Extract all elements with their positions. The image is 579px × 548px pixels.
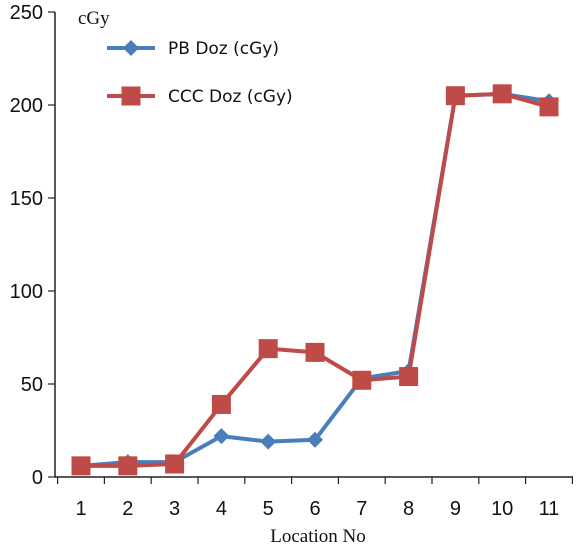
y-tick-label: 100 — [10, 281, 43, 303]
x-tick-label: 9 — [450, 498, 461, 520]
x-tick-label: 6 — [309, 498, 320, 520]
legend: PB Doz (cGy) CCC Doz (cGy) — [107, 39, 293, 107]
y-tick-label: 200 — [10, 95, 43, 117]
x-tick-label: 10 — [491, 498, 513, 520]
y-tick-label: 150 — [10, 188, 43, 210]
x-tick-label: 1 — [75, 498, 86, 520]
y-tick-label: 50 — [21, 374, 43, 396]
data-point-ccc-doz — [399, 367, 419, 387]
legend-marker-ccc-doz — [121, 86, 141, 106]
data-point-ccc-doz — [305, 342, 325, 362]
data-point-ccc-doz — [492, 84, 512, 104]
data-point-pb-doz — [213, 428, 230, 445]
x-tick-label: 5 — [263, 498, 274, 520]
x-tick-label: 4 — [216, 498, 227, 520]
x-tick-label: 8 — [403, 498, 414, 520]
series-pb-doz — [73, 85, 557, 474]
data-point-pb-doz — [260, 433, 277, 450]
y-tick-label: 0 — [32, 467, 43, 489]
legend-label-ccc-doz: CCC Doz (cGy) — [168, 87, 293, 107]
x-tick-label: 3 — [169, 498, 180, 520]
series-layer — [71, 84, 559, 476]
y-axis-title: cGy — [78, 8, 110, 29]
legend-item-pb-doz: PB Doz (cGy) — [107, 39, 279, 59]
data-point-ccc-doz — [71, 456, 91, 476]
data-point-ccc-doz — [165, 454, 185, 474]
data-point-ccc-doz — [539, 97, 559, 117]
data-point-ccc-doz — [258, 339, 278, 359]
x-tick-label: 11 — [539, 498, 560, 520]
x-axis-title: Location No — [270, 526, 366, 547]
data-point-ccc-doz — [352, 370, 372, 390]
series-line-ccc-doz — [81, 91, 550, 468]
x-tick-label: 7 — [356, 498, 367, 520]
legend-item-ccc-doz: CCC Doz (cGy) — [107, 86, 293, 107]
chart-axes: 0 50 100 150 200 250 1 2 3 4 5 6 7 8 9 10 11 — [10, 2, 574, 520]
data-point-ccc-doz — [118, 456, 138, 476]
data-point-ccc-doz — [445, 86, 465, 106]
series-line-pb-doz — [80, 91, 550, 468]
data-point-ccc-doz — [211, 394, 231, 414]
series-ccc-doz — [71, 84, 559, 476]
legend-marker-pb-doz — [123, 40, 139, 56]
x-tick-label: 2 — [122, 498, 133, 520]
y-tick-label: 250 — [10, 2, 43, 24]
data-point-pb-doz — [307, 431, 323, 448]
legend-label-pb-doz: PB Doz (cGy) — [168, 39, 279, 59]
